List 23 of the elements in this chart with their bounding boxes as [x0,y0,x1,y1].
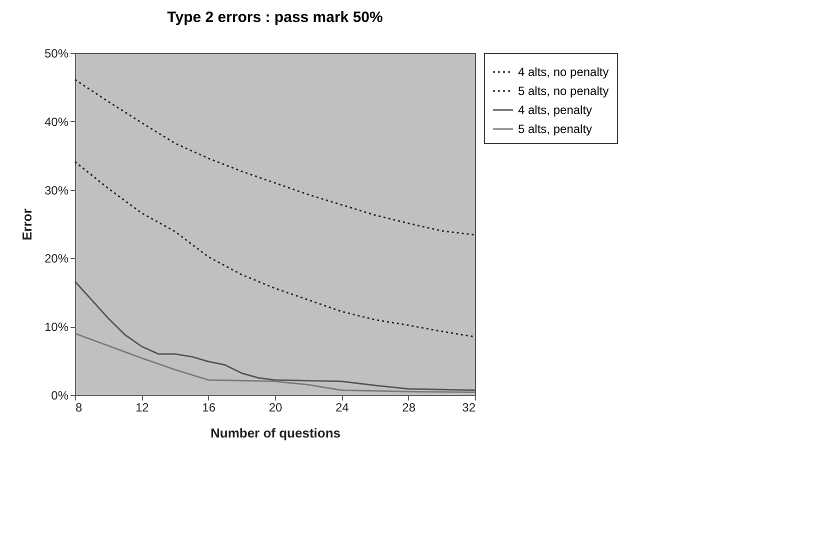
chart-title: Type 2 errors : pass mark 50% [167,9,383,26]
x-tick-label: 8 [76,400,82,414]
x-tick-label: 24 [335,400,350,414]
y-tick-label: 40% [44,114,69,129]
legend-label: 5 alts, penalty [518,122,592,136]
x-tick-label: 12 [135,400,150,414]
y-tick-label: 10% [44,320,69,334]
y-tick-label: 30% [44,183,69,198]
x-tick-label: 20 [268,400,282,414]
legend-label: 5 alts, no penalty [518,84,609,98]
x-tick-label: 28 [402,400,416,414]
y-axis-title: Error [19,208,34,240]
y-tick-label: 20% [44,252,69,266]
line-series [74,332,476,394]
x-tick-label: 32 [462,400,476,414]
x-tick-label: 16 [202,400,216,414]
y-tick-label: 50% [44,46,69,60]
legend-label: 4 alts, no penalty [518,65,609,79]
y-tick-label: 0% [51,388,69,402]
line-series [74,161,476,338]
x-axis-title: Number of questions [210,426,341,440]
legend-label: 4 alts, penalty [518,103,592,117]
line-series [74,78,476,236]
